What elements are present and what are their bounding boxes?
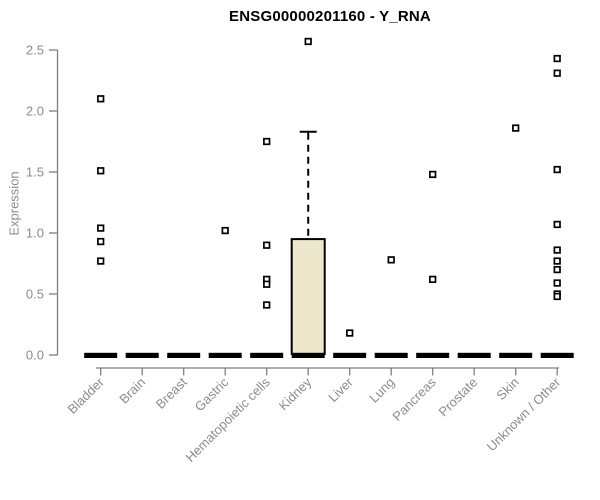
median-bar-prostate: [457, 352, 491, 358]
median-bar-pancreas: [416, 352, 450, 358]
outlier-point-gastric: [221, 226, 229, 235]
y-tick-label: 2.0: [26, 104, 44, 119]
median-bar-lung: [374, 352, 408, 358]
median-bar-bladder: [84, 352, 118, 358]
outlier-point-unknown-other: [553, 165, 561, 174]
median-bar-liver: [333, 352, 367, 358]
y-tick-label: 2.5: [26, 43, 44, 58]
outlier-point-unknown-other: [553, 292, 561, 301]
x-tick-label-kidney: Kidney: [276, 374, 315, 413]
median-bar-skin: [499, 352, 533, 358]
x-tick-label-gastric: Gastric: [192, 374, 232, 414]
chart-title: ENSG00000201160 - Y_RNA: [229, 8, 431, 25]
outlier-point-bladder: [97, 257, 105, 265]
outlier-point-pancreas: [429, 275, 437, 284]
outlier-point-bladder: [97, 167, 105, 175]
outlier-point-unknown-other: [553, 279, 561, 287]
outlier-point-kidney: [304, 37, 312, 46]
x-tick-label-bladder: Bladder: [65, 374, 108, 417]
outlier-point-unknown-other: [553, 220, 561, 229]
median-bar-breast: [167, 352, 201, 358]
outlier-point-hematopoietic-cells: [263, 241, 271, 249]
outlier-point-bladder: [97, 237, 105, 246]
outlier-point-hematopoietic-cells: [263, 280, 271, 288]
outlier-point-bladder: [97, 224, 105, 232]
y-tick-label: 1.0: [26, 226, 44, 241]
outlier-point-unknown-other: [553, 69, 561, 77]
outlier-point-liver: [346, 329, 354, 337]
outlier-point-unknown-other: [553, 257, 561, 265]
outlier-point-bladder: [97, 95, 105, 103]
x-tick-label-brain: Brain: [116, 375, 148, 407]
median-bar-brain: [125, 352, 159, 358]
x-tick-label-breast: Breast: [153, 374, 190, 411]
outlier-point-unknown-other: [553, 54, 561, 63]
y-tick-label: 1.5: [26, 165, 44, 180]
x-tick-label-prostate: Prostate: [435, 375, 480, 420]
outlier-point-unknown-other: [553, 246, 561, 254]
y-tick-label: 0.0: [26, 348, 44, 363]
x-tick-label-unknown-other: Unknown / Other: [484, 374, 564, 454]
x-tick-label-pancreas: Pancreas: [389, 374, 439, 424]
median-bar-gastric: [208, 352, 242, 358]
box-kidney: [290, 238, 326, 356]
outlier-point-unknown-other: [553, 265, 561, 274]
outlier-point-lung: [387, 256, 395, 264]
median-bar-unknown-other: [540, 352, 574, 358]
y-tick-label: 0.5: [26, 287, 44, 302]
x-tick-label-lung: Lung: [366, 375, 397, 406]
x-tick-label-skin: Skin: [493, 375, 521, 403]
outlier-point-hematopoietic-cells: [263, 137, 271, 146]
outlier-point-skin: [512, 124, 520, 132]
outlier-point-pancreas: [429, 170, 437, 179]
outlier-point-hematopoietic-cells: [263, 301, 271, 309]
x-tick-label-liver: Liver: [325, 374, 356, 405]
median-bar-hematopoietic-cells: [250, 352, 284, 358]
median-bar-kidney: [291, 352, 325, 358]
